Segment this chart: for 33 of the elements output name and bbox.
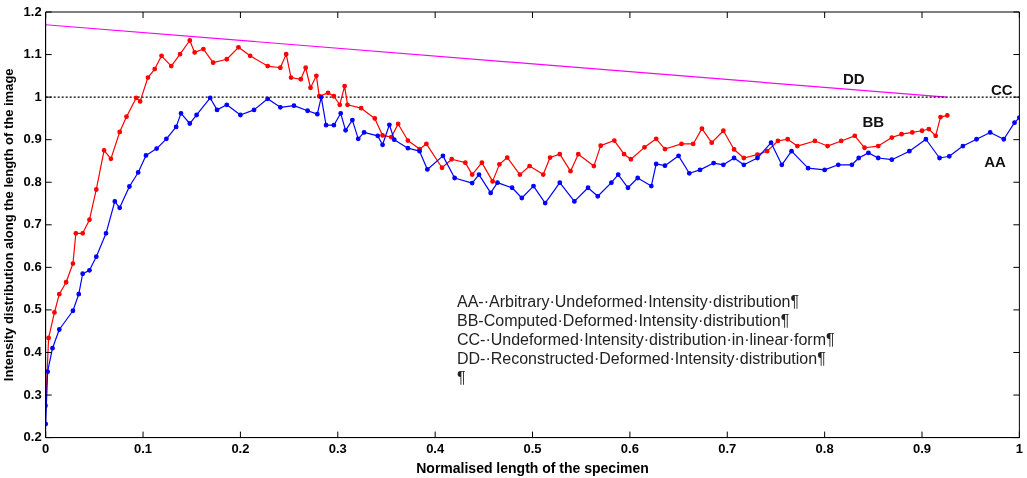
series-label: BB [862, 112, 885, 130]
x-tick-label: 0.3 [328, 440, 347, 456]
y-tick-label: 0.2 [23, 429, 42, 445]
annotation: AA-·Arbitrary·Undeformed·Intensity·distribution¶ [457, 292, 801, 311]
y-axis-title: Intensity distribution along the length of the image [1, 68, 17, 382]
y-tick-label: 0.9 [23, 131, 42, 147]
y-tick-label: 0.8 [23, 173, 42, 189]
x-tick-label: 0.5 [523, 440, 542, 456]
annotation: DD-·Reconstructed·Deformed·Intensity·distribution¶ [457, 349, 827, 368]
x-tick-label: 0.7 [718, 440, 737, 456]
series-label: AA [984, 153, 1007, 171]
x-tick-label: 0.8 [815, 440, 834, 456]
annotation: ¶ [457, 368, 467, 387]
x-tick-label: 0.9 [912, 440, 932, 456]
y-tick-label: 0.3 [23, 386, 42, 402]
y-tick-label: 0.7 [23, 216, 42, 232]
series-label: DD [843, 70, 865, 88]
y-tick-label: 1 [34, 88, 42, 104]
x-tick-label: 0.4 [426, 440, 445, 456]
x-tick-label: 0.6 [620, 440, 639, 456]
annotation: CC-·Undeformed·Intensity·distribution·in·linear·form¶ [457, 330, 835, 349]
x-tick-label: 1 [1015, 440, 1023, 456]
legend-label: CC [990, 80, 1013, 98]
y-tick-label: 0.6 [23, 258, 42, 274]
x-axis-title: Normalised length of the specimen [416, 460, 649, 477]
annotation: BB-Computed·Deformed·Intensity·distribution¶ [457, 311, 791, 330]
y-tick-label: 0.4 [23, 344, 43, 360]
x-tick-label: 0.1 [134, 440, 153, 456]
x-tick-label: 0.2 [231, 440, 250, 456]
y-tick-label: 0.5 [23, 301, 42, 317]
y-tick-label: 1.1 [23, 46, 42, 62]
x-tick-label: 0 [42, 440, 50, 456]
y-tick-label: 1.2 [23, 3, 42, 19]
